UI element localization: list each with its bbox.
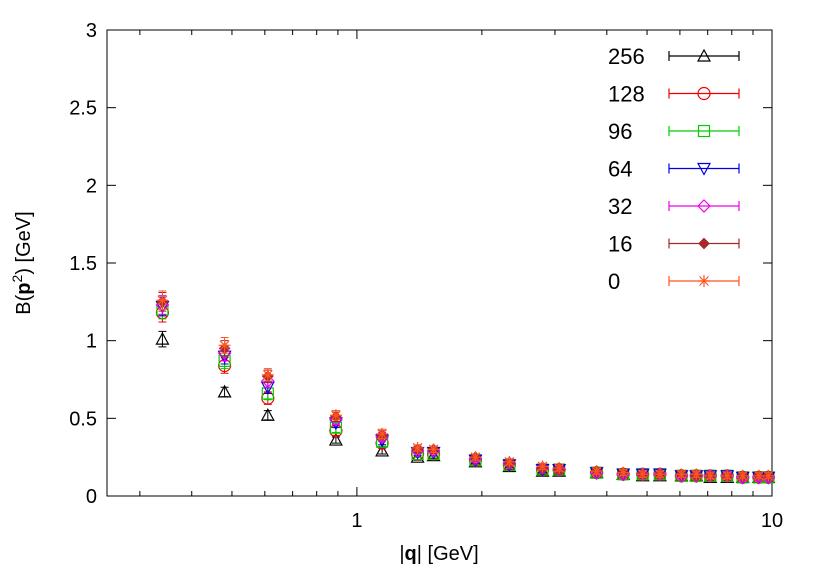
legend: 256 128 96 64 32 16 0 (608, 44, 740, 294)
data-point (503, 455, 516, 468)
data-point (690, 468, 703, 481)
legend-label: 256 (608, 44, 645, 69)
data-point (636, 468, 649, 481)
data-point (375, 443, 390, 457)
legend-line (668, 163, 740, 174)
series-64 (155, 296, 776, 485)
data-point (328, 432, 343, 446)
legend-entry-0: 0 (608, 269, 740, 294)
x-axis-label: |q| [GeV] (399, 543, 478, 565)
legend-marker (696, 162, 712, 176)
series-128 (155, 302, 775, 484)
data-point (721, 469, 734, 482)
data-point (590, 465, 603, 478)
legend-entry-256: 256 (608, 44, 740, 69)
y-tick-label: 2.5 (69, 98, 97, 120)
data-point (536, 460, 549, 473)
legend-label: 16 (608, 232, 632, 257)
legend-marker (697, 86, 711, 101)
data-point (617, 466, 630, 479)
plot-frame (106, 29, 773, 497)
data-point (156, 294, 169, 307)
data-point (653, 468, 666, 481)
series-32 (155, 295, 776, 485)
legend-entry-64: 64 (608, 157, 740, 182)
data-point (762, 469, 775, 482)
legend-marker (696, 48, 712, 62)
data-point (469, 451, 482, 464)
series-96 (156, 299, 775, 484)
legend-label: 32 (608, 194, 632, 219)
legend-label: 96 (608, 119, 632, 144)
y-axis-label: B(p2) [GeV] (9, 211, 35, 314)
legend-entry-32: 32 (608, 194, 740, 219)
y-axis: 0 0.5 1 1.5 2 2.5 3 (69, 20, 772, 508)
data-point (411, 441, 424, 454)
y-tick-label: 1.5 (69, 253, 97, 275)
data-point (704, 469, 717, 482)
data-point (260, 407, 275, 421)
legend-entry-16: 16 (608, 232, 740, 257)
data-point (218, 339, 231, 352)
data-point (427, 443, 440, 456)
series-layer (155, 290, 776, 485)
y-tick-label: 0.5 (69, 408, 97, 430)
data-point (329, 409, 342, 422)
data-point (752, 469, 765, 482)
legend-marker (697, 199, 711, 213)
legend-marker (697, 124, 711, 138)
x-tick-label: 1 (351, 510, 362, 532)
x-axis: 1 10 (139, 30, 783, 532)
legend-line (668, 51, 740, 61)
legend-label: 128 (608, 82, 645, 107)
data-point (736, 469, 749, 482)
data-point (376, 427, 389, 440)
data-point (217, 346, 232, 360)
legend-marker (698, 275, 710, 287)
data-point (217, 384, 232, 398)
series-256 (155, 330, 776, 483)
data-point (553, 462, 566, 475)
y-tick-label: 1 (86, 331, 97, 353)
y-tick-label: 0 (86, 486, 97, 508)
y-tick-label: 2 (86, 175, 97, 197)
legend-entry-96: 96 (608, 119, 740, 144)
series-0 (156, 290, 775, 482)
data-point (675, 468, 688, 481)
legend-label: 64 (608, 157, 632, 182)
legend-line (668, 126, 740, 136)
legend-label: 0 (608, 269, 620, 294)
legend-line (668, 201, 740, 211)
y-tick-label: 3 (86, 20, 97, 42)
x-tick-label: 10 (761, 510, 783, 532)
series-16 (156, 292, 775, 482)
legend-marker (698, 237, 710, 250)
data-point (155, 331, 170, 345)
legend-entry-128: 128 (608, 82, 740, 107)
data-point (261, 368, 274, 381)
legend-line (668, 88, 740, 99)
